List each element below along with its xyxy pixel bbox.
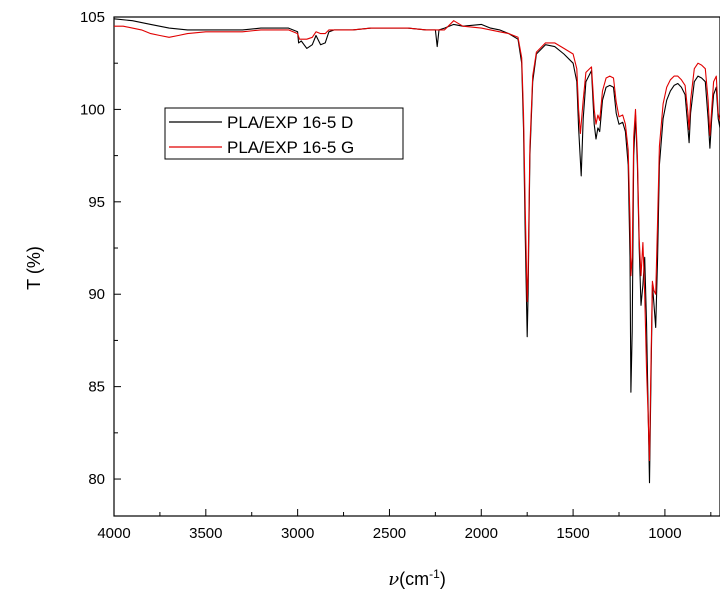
x-tick-label: 4000 — [97, 525, 130, 542]
y-axis-label: T (%) — [24, 246, 44, 290]
y-tick-label: 80 — [88, 471, 105, 488]
series-lines — [114, 18, 720, 484]
x-tick-label: 2500 — [373, 525, 406, 542]
plot-frame — [113, 16, 720, 517]
y-tick-label: 100 — [80, 101, 105, 118]
x-tick-label: 3000 — [281, 525, 314, 542]
legend-label-d: PLA/EXP 16-5 D — [227, 113, 353, 132]
x-tick-label: 3500 — [189, 525, 222, 542]
x-tick-label: 1500 — [556, 525, 589, 542]
tick-labels: 4000 3500 3000 2500 2000 1500 1000 80 85 90 95 100 1… — [80, 9, 682, 542]
x-axis-unit: (cm — [399, 569, 429, 589]
legend: PLA/EXP 16-5 D PLA/EXP 16-5 G — [164, 107, 404, 160]
tick-marks — [113, 16, 712, 516]
legend-box — [164, 107, 404, 160]
x-axis-unit-exponent: -1 — [429, 567, 440, 581]
x-tick-label: 1000 — [648, 525, 681, 542]
y-tick-label: 95 — [88, 194, 105, 211]
y-tick-label: 105 — [80, 9, 105, 26]
x-axis-label: ν(cm-1) — [388, 567, 446, 590]
legend-label-g: PLA/EXP 16-5 G — [227, 138, 354, 157]
series-line-g — [114, 20, 720, 462]
y-tick-label: 90 — [88, 286, 105, 303]
series-line-d — [114, 18, 720, 484]
x-axis-unit-close: ) — [440, 569, 446, 589]
y-tick-label: 85 — [88, 379, 105, 396]
x-axis-symbol: ν — [388, 569, 399, 590]
x-tick-label: 2000 — [465, 525, 498, 542]
